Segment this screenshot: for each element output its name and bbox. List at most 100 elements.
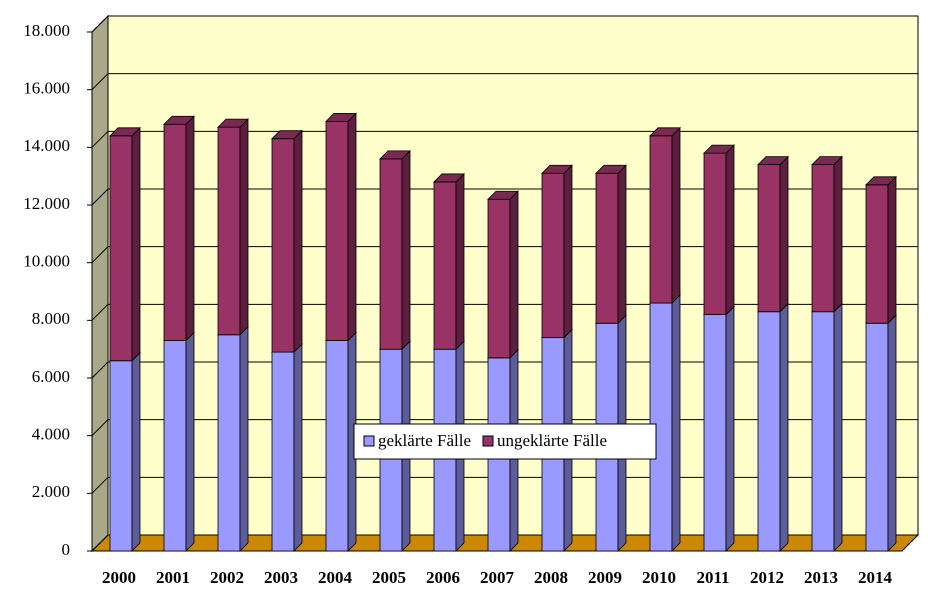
bar-side: [293, 129, 303, 354]
x-tick-label: 2000: [102, 568, 136, 587]
grid-line: [91, 534, 918, 552]
bar-segment: [541, 164, 573, 339]
bar-top: [541, 164, 573, 174]
bar-segment: [109, 126, 141, 362]
bar-segment: [595, 164, 627, 325]
bar-side: [185, 115, 195, 342]
bar-front: [271, 138, 295, 353]
bar-segment: [217, 118, 249, 336]
x-tick-label: 2003: [264, 568, 298, 587]
bar-segment: [757, 155, 789, 313]
x-tick-label: 2008: [534, 568, 568, 587]
x-tick-label: 2005: [372, 568, 406, 587]
bar-side: [779, 302, 789, 552]
bar-top: [325, 112, 357, 122]
bar-front: [433, 181, 457, 350]
grid-line: [91, 130, 918, 148]
bar-side: [725, 305, 735, 552]
bar-front: [757, 164, 781, 313]
bar-front: [487, 198, 511, 359]
bar-side: [131, 351, 141, 552]
bar-segment: [163, 115, 195, 342]
bar-side: [131, 126, 141, 362]
bar-segment: [757, 302, 789, 552]
legend-swatch: [363, 435, 375, 447]
bar-side: [617, 164, 627, 325]
grid-line: [91, 246, 918, 264]
bar-top: [379, 150, 411, 160]
grid-line: [91, 476, 918, 494]
bar-front: [109, 360, 133, 552]
bar-front: [865, 322, 889, 552]
bar-front: [163, 340, 187, 552]
grid-line: [91, 303, 918, 321]
bar-front: [325, 340, 349, 552]
bar-side: [887, 314, 897, 552]
bar-front: [163, 123, 187, 341]
bar-side: [239, 118, 249, 336]
bar-front: [271, 351, 295, 552]
bar-side: [671, 126, 681, 304]
bar-segment: [433, 172, 465, 351]
bar-segment: [649, 294, 681, 552]
bar-top: [109, 127, 141, 137]
grid-line: [91, 15, 918, 33]
bar-side: [185, 331, 195, 552]
legend-label: ungeklärte Fälle: [497, 431, 607, 450]
bar-segment: [217, 325, 249, 552]
bar-segment: [811, 302, 843, 552]
bar-top: [487, 190, 519, 200]
bar-segment: [271, 129, 303, 354]
bar-segment: [865, 175, 897, 325]
bar-top: [163, 115, 195, 125]
bar-top: [865, 176, 897, 186]
x-tick-label: 2009: [588, 568, 622, 587]
y-tick-label: 18.000: [23, 21, 70, 40]
bar-front: [811, 311, 835, 552]
bar-side: [779, 155, 789, 313]
x-tick-label: 2004: [318, 568, 353, 587]
bar-side: [293, 343, 303, 552]
y-tick-label: 2.000: [32, 482, 70, 501]
y-tick-label: 14.000: [23, 136, 70, 155]
x-tick-label: 2007: [480, 568, 515, 587]
bar-front: [811, 164, 835, 313]
bar-side: [509, 190, 519, 359]
bar-front: [379, 158, 403, 350]
bar-segment: [271, 343, 303, 552]
legend-swatch: [482, 435, 494, 447]
bar-segment: [487, 190, 519, 359]
bar-side: [833, 155, 843, 313]
bar-front: [649, 135, 673, 304]
x-tick-label: 2012: [750, 568, 784, 587]
bar-side: [671, 294, 681, 552]
bar-front: [703, 152, 727, 315]
y-tick-label: 0: [62, 540, 71, 559]
bar-top: [757, 156, 789, 166]
bar-top: [217, 118, 249, 128]
bar-side: [833, 302, 843, 552]
bar-segment: [703, 305, 735, 552]
y-tick-label: 12.000: [23, 194, 70, 213]
x-tick-label: 2010: [642, 568, 676, 587]
bar-front: [109, 135, 133, 362]
bar-front: [595, 172, 619, 324]
y-tick-label: 6.000: [32, 367, 70, 386]
bar-segment: [325, 112, 357, 342]
x-tick-label: 2001: [156, 568, 190, 587]
bar-top: [703, 144, 735, 154]
bar-side: [401, 149, 411, 351]
bar-front: [541, 172, 565, 339]
bar-front: [865, 184, 889, 324]
x-tick-label: 2013: [804, 568, 838, 587]
bar-side: [239, 325, 249, 552]
legend-box: [353, 423, 657, 460]
y-tick-label: 4.000: [32, 425, 70, 444]
bar-side: [887, 175, 897, 325]
bar-segment: [811, 155, 843, 313]
bar-segment: [109, 351, 141, 552]
bar-segment: [865, 314, 897, 552]
bar-top: [811, 156, 843, 166]
bar-top: [433, 173, 465, 183]
